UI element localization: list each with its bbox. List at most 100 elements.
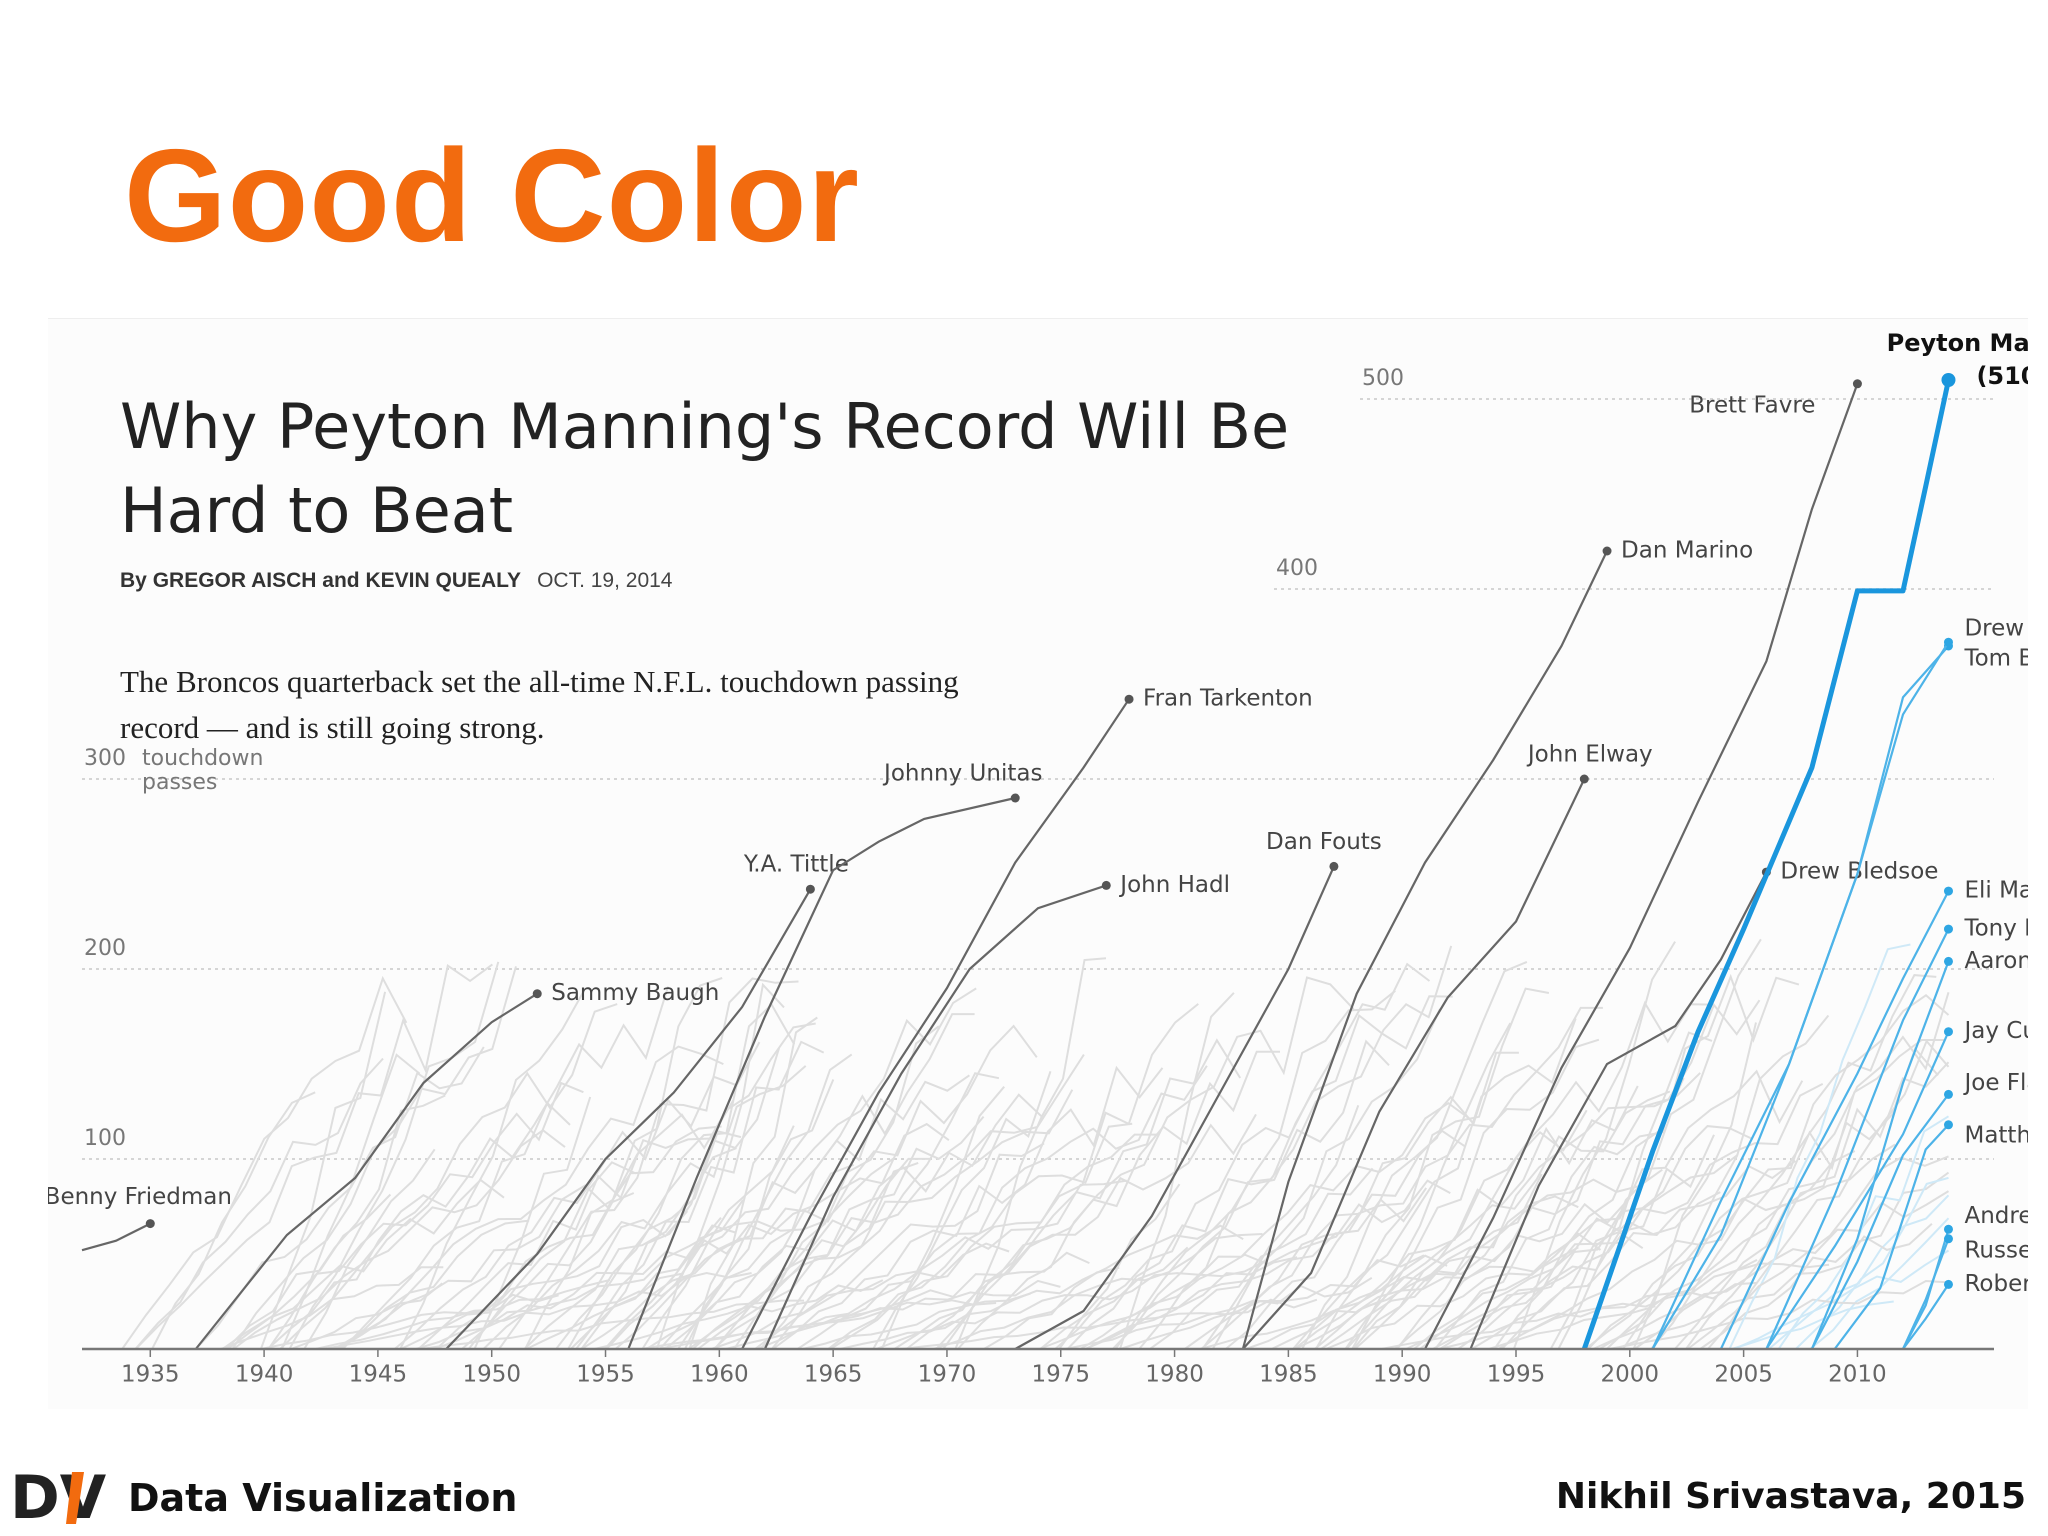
- background-player-line: [839, 1259, 1268, 1350]
- background-players: [121, 938, 1950, 1350]
- background-player-line: [581, 1163, 854, 1350]
- active-line-jay-cutler: [1765, 1031, 1950, 1350]
- background-player-line: [1584, 1039, 1945, 1350]
- background-player-line: [421, 1299, 804, 1350]
- background-player-line: [1085, 1256, 1298, 1350]
- series-line-john-hadl: [763, 884, 1107, 1350]
- background-player-line: [1314, 1090, 1671, 1350]
- background-player-line: [1609, 1279, 1949, 1350]
- background-player-line: [605, 987, 977, 1350]
- background-player-line: [756, 1242, 1010, 1350]
- active-line-russell-wilson: [1902, 1238, 1950, 1350]
- background-player-line: [288, 961, 500, 1350]
- background-player-line: [1733, 1249, 1950, 1350]
- background-player-line: [692, 1115, 985, 1350]
- series-end-dot-benny-friedman: [145, 1219, 155, 1229]
- highlight-end-dot: [1941, 373, 1956, 387]
- active-label-aaron-rodgers: Aaron Rodgers: [1964, 948, 2028, 974]
- background-player-line: [759, 1072, 1000, 1350]
- series-end-dot-sammy-baugh: [532, 989, 542, 999]
- background-player-line: [697, 1089, 1074, 1350]
- background-player-line: [829, 1133, 1158, 1350]
- background-player-line: [1320, 1195, 1579, 1350]
- background-player-line: [1434, 973, 1800, 1350]
- active-end-dot-jay-cutler: [1943, 1027, 1953, 1037]
- background-player-line: [575, 1040, 825, 1350]
- background-player-line: [151, 1091, 316, 1350]
- author-aisch: GREGOR AISCH: [152, 569, 317, 592]
- background-player-line: [1632, 1022, 1757, 1350]
- background-player-line: [875, 1224, 1244, 1350]
- x-tick-label-1950: 1950: [462, 1362, 521, 1388]
- active-label-robert-griffin: Robert Griffin: [1964, 1271, 2028, 1297]
- active-line-tom-brady: [1651, 641, 1950, 1350]
- active-end-dot-tony-romo: [1943, 924, 1953, 934]
- background-player-line: [796, 1065, 1208, 1350]
- active-end-dot-tom-brady: [1943, 637, 1953, 647]
- background-player-line: [400, 1210, 689, 1350]
- article-date: OCT. 19, 2014: [537, 569, 673, 592]
- x-tick-label-1945: 1945: [349, 1362, 408, 1388]
- background-player-line: [893, 1113, 1257, 1350]
- background-player-line: [1039, 1246, 1189, 1350]
- series-label-brett-favre: Brett Favre: [1689, 392, 1815, 418]
- y-tick-label-500: 500: [1362, 366, 1404, 391]
- series-line-benny-friedman: [81, 1222, 151, 1252]
- background-player-line: [261, 1293, 559, 1350]
- background-player-line: [523, 1147, 737, 1350]
- background-player-line: [222, 1178, 505, 1350]
- background-player-line: [279, 1003, 618, 1350]
- background-player-line: [1112, 945, 1453, 1350]
- background-player-line: [1439, 1083, 1824, 1350]
- background-player-line: [725, 1251, 1090, 1350]
- series-label-y-a-tittle: Y.A. Tittle: [743, 852, 849, 878]
- background-player-line: [1354, 1072, 1701, 1350]
- series-end-dot-y-a-tittle: [805, 884, 815, 894]
- background-player-line: [134, 963, 493, 1350]
- active-line-robert-griffin: [1902, 1283, 1950, 1350]
- active-line-tony-romo: [1765, 928, 1950, 1350]
- background-player-line: [524, 977, 723, 1350]
- x-tick-label-1980: 1980: [1145, 1362, 1204, 1388]
- footer-author: Nikhil Srivastava, 2015: [1555, 1476, 2026, 1517]
- series-label-benny-friedman: Benny Friedman: [48, 1184, 232, 1210]
- series-line-sammy-baugh: [194, 992, 538, 1350]
- background-player-line: [1058, 1183, 1181, 1350]
- active-label-russell-wilson: Russell Wilson: [1964, 1237, 2028, 1263]
- background-player-line: [1512, 941, 1676, 1350]
- background-player-line: [1777, 1115, 1950, 1350]
- background-player-line: [1066, 1039, 1390, 1350]
- background-player-line: [1728, 943, 1911, 1350]
- background-player-line: [1592, 1190, 1950, 1350]
- active-label-matthew-stafford: Matthew Stafford: [1964, 1122, 2028, 1148]
- background-player-line: [1498, 1150, 1856, 1350]
- series-line-brett-favre: [1424, 383, 1859, 1350]
- background-player-line: [655, 982, 785, 1350]
- x-tick-label-1940: 1940: [235, 1362, 294, 1388]
- background-player-line: [942, 1003, 1199, 1350]
- background-player-line: [467, 1161, 637, 1350]
- background-player-line: [399, 987, 587, 1350]
- background-player-line: [1457, 1154, 1738, 1350]
- active-end-dot-matthew-stafford: [1943, 1120, 1953, 1130]
- active-label-tom-brady: Tom Brady: [1963, 646, 2028, 672]
- x-tick-label-2010: 2010: [1828, 1362, 1887, 1388]
- highlight-line-peyton-manning: [1581, 379, 1951, 1350]
- background-player-line: [713, 1157, 930, 1350]
- background-player-line: [1606, 1061, 1950, 1350]
- active-label-andrew-luck: Andrew Luck: [1964, 1203, 2028, 1229]
- background-player-line: [1396, 1173, 1543, 1350]
- active-line-aaron-rodgers: [1810, 961, 1950, 1350]
- active-line-joe-flacco: [1810, 1093, 1950, 1350]
- background-player-line: [303, 1148, 436, 1350]
- y-axis-title-line1: touchdown: [142, 746, 263, 771]
- background-player-line: [1138, 962, 1431, 1350]
- background-player-line: [435, 1022, 816, 1350]
- x-axis: 1935 1940 1945 1950 1955 1960 1965 1970 1975 1980…: [82, 1347, 1994, 1388]
- background-player-line: [1471, 1159, 1796, 1350]
- series-line-fran-tarkenton: [741, 698, 1130, 1350]
- active-players: Drew Brees Tom Brady Eli Manning Tony Romo A…: [1651, 616, 2028, 1350]
- active-end-dot-robert-griffin: [1943, 1279, 1953, 1289]
- background-player-line: [594, 1279, 884, 1350]
